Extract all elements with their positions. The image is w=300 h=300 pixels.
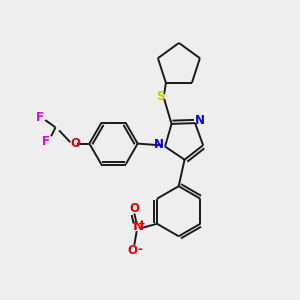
Text: O: O — [128, 244, 138, 257]
Text: N: N — [132, 220, 143, 233]
Text: S: S — [156, 90, 165, 103]
Text: -: - — [137, 243, 142, 256]
Text: +: + — [139, 219, 146, 228]
Text: O: O — [129, 202, 139, 215]
Text: F: F — [36, 111, 44, 124]
Text: O: O — [70, 137, 80, 150]
Text: N: N — [154, 138, 164, 151]
Text: F: F — [42, 135, 50, 148]
Text: N: N — [195, 114, 206, 127]
